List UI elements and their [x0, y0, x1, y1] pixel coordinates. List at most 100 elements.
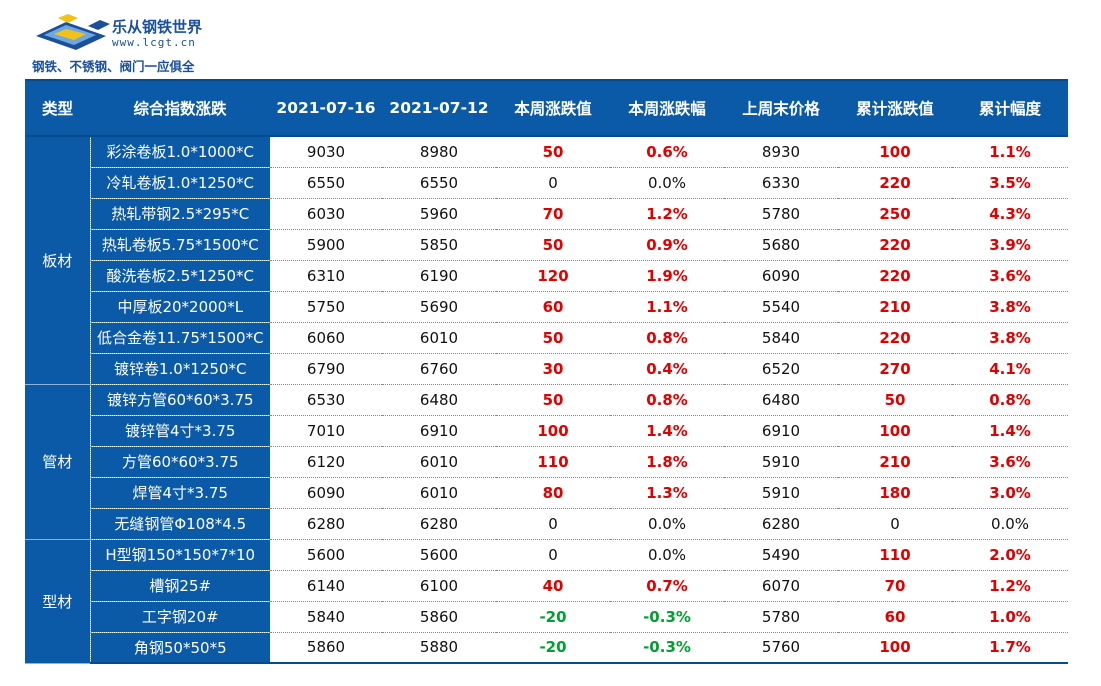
week-change-pct-cell: 1.3%	[610, 477, 724, 509]
cumulative-pct-cell: 3.6%	[952, 446, 1068, 478]
last-week-price-cell: 5760	[724, 632, 838, 664]
last-week-price-cell: 5490	[724, 539, 838, 571]
week-change-pct-cell: 0.6%	[610, 135, 724, 168]
product-name-cell: 镀锌方管60*60*3.75	[89, 384, 270, 416]
price-previous-cell: 5960	[382, 198, 496, 230]
cumulative-pct-cell: 3.5%	[952, 167, 1068, 199]
cumulative-change-cell: 210	[838, 446, 952, 478]
price-previous-cell: 6010	[382, 477, 496, 509]
last-week-price-cell: 5780	[724, 601, 838, 633]
table-row: 管材 镀锌方管60*60*3.75 6530 6480 50 0.8% 6480 50 0.8%	[25, 384, 1068, 540]
price-previous-cell: 5850	[382, 229, 496, 261]
price-current-cell: 7010	[270, 415, 382, 447]
cumulative-change-cell: 100	[838, 632, 952, 664]
last-week-price-cell: 8930	[724, 135, 838, 168]
table-row: 镀锌管4寸*3.75 7010 6910 100 1.4% 6910 100 1.4%	[25, 415, 1068, 447]
price-current-cell: 5900	[270, 229, 382, 261]
table-row: 热轧卷板5.75*1500*C 5900 5850 50 0.9% 5680 220 3.9%	[25, 229, 1068, 261]
last-week-price-cell: 5680	[724, 229, 838, 261]
logo-mark-icon	[36, 14, 110, 50]
cumulative-change-cell: 220	[838, 229, 952, 261]
column-header: 上周末价格	[724, 79, 838, 136]
price-previous-cell: 6010	[382, 322, 496, 354]
last-week-price-cell: 5780	[724, 198, 838, 230]
cumulative-pct-cell: 3.8%	[952, 322, 1068, 354]
column-header: 类型	[25, 79, 90, 136]
week-change-cell: 100	[496, 415, 610, 447]
column-header: 2021-07-12	[382, 79, 496, 136]
cumulative-change-cell: 0	[838, 508, 952, 540]
last-week-price-cell: 6070	[724, 570, 838, 602]
cumulative-change-cell: 50	[838, 384, 952, 416]
table-row: 型材 H型钢150*150*7*10 5600 5600 0 0.0% 5490 110 2.0…	[25, 539, 1068, 664]
cumulative-change-cell: 220	[838, 260, 952, 292]
price-previous-cell: 6910	[382, 415, 496, 447]
price-current-cell: 6060	[270, 322, 382, 354]
price-current-cell: 6120	[270, 446, 382, 478]
product-name-cell: 角钢50*50*5	[89, 632, 270, 664]
week-change-pct-cell: 1.2%	[610, 198, 724, 230]
price-table-container: 类型 综合指数涨跌 2021-07-16 2021-07-12 本周涨跌值 本周涨跌幅 上周…	[25, 79, 1068, 664]
product-name-cell: 方管60*60*3.75	[89, 446, 270, 478]
price-current-cell: 6090	[270, 477, 382, 509]
product-name-cell: 冷轧卷板1.0*1250*C	[89, 167, 270, 199]
table-row: 方管60*60*3.75 6120 6010 110 1.8% 5910 210 3.6%	[25, 446, 1068, 478]
week-change-pct-cell: 1.4%	[610, 415, 724, 447]
cumulative-pct-cell: 1.4%	[952, 415, 1068, 447]
column-header: 累计涨跌值	[838, 79, 952, 136]
last-week-price-cell: 6910	[724, 415, 838, 447]
week-change-cell: 0	[496, 167, 610, 199]
week-change-cell: 70	[496, 198, 610, 230]
price-current-cell: 6280	[270, 508, 382, 540]
cumulative-change-cell: 270	[838, 353, 952, 385]
product-name-cell: 镀锌管4寸*3.75	[89, 415, 270, 447]
price-current-cell: 5840	[270, 601, 382, 633]
product-name-cell: 中厚板20*2000*L	[89, 291, 270, 323]
price-current-cell: 5750	[270, 291, 382, 323]
last-week-price-cell: 5910	[724, 446, 838, 478]
cumulative-pct-cell: 3.0%	[952, 477, 1068, 509]
table-row: 无缝钢管Φ108*4.5 6280 6280 0 0.0% 6280 0 0.0%	[25, 508, 1068, 540]
week-change-cell: 0	[496, 508, 610, 540]
week-change-cell: 80	[496, 477, 610, 509]
cumulative-change-cell: 100	[838, 135, 952, 168]
cumulative-pct-cell: 0.8%	[952, 384, 1068, 416]
cumulative-pct-cell: 0.0%	[952, 508, 1068, 540]
table-row: 角钢50*50*5 5860 5880 -20 -0.3% 5760 100 1.7%	[25, 632, 1068, 664]
last-week-price-cell: 5910	[724, 477, 838, 509]
week-change-pct-cell: -0.3%	[610, 632, 724, 664]
column-header: 本周涨跌值	[496, 79, 610, 136]
column-header: 累计幅度	[952, 79, 1068, 136]
table-row: 热轧带钢2.5*295*C 6030 5960 70 1.2% 5780 250 4.3%	[25, 198, 1068, 230]
week-change-cell: 50	[496, 322, 610, 354]
column-header: 综合指数涨跌	[90, 79, 270, 136]
price-current-cell: 6550	[270, 167, 382, 199]
table-row: 槽钢25# 6140 6100 40 0.7% 6070 70 1.2%	[25, 570, 1068, 602]
logo-slogan: 钢铁、不锈钢、阀门一应俱全	[32, 59, 195, 74]
price-current-cell: 5860	[270, 632, 382, 664]
price-previous-cell: 5690	[382, 291, 496, 323]
week-change-pct-cell: -0.3%	[610, 601, 724, 633]
site-logo[interactable]: 乐从钢铁世界 www.lcgt.cn 钢铁、不锈钢、阀门一应俱全	[30, 14, 230, 74]
product-name-cell: 低合金卷11.75*1500*C	[89, 322, 270, 354]
last-week-price-cell: 5840	[724, 322, 838, 354]
table-row: 低合金卷11.75*1500*C 6060 6010 50 0.8% 5840 220 3.8…	[25, 322, 1068, 354]
price-current-cell: 6030	[270, 198, 382, 230]
category-cell: 板材	[25, 135, 90, 385]
category-cell: 管材	[25, 384, 90, 540]
price-previous-cell: 6550	[382, 167, 496, 199]
price-previous-cell: 6280	[382, 508, 496, 540]
week-change-cell: 30	[496, 353, 610, 385]
last-week-price-cell: 6090	[724, 260, 838, 292]
cumulative-change-cell: 210	[838, 291, 952, 323]
last-week-price-cell: 6480	[724, 384, 838, 416]
price-previous-cell: 6190	[382, 260, 496, 292]
week-change-cell: 110	[496, 446, 610, 478]
product-name-cell: 槽钢25#	[89, 570, 270, 602]
cumulative-change-cell: 180	[838, 477, 952, 509]
cumulative-pct-cell: 1.1%	[952, 135, 1068, 168]
column-header: 本周涨跌幅	[610, 79, 724, 136]
week-change-pct-cell: 0.0%	[610, 539, 724, 571]
week-change-pct-cell: 0.0%	[610, 508, 724, 540]
cumulative-pct-cell: 3.6%	[952, 260, 1068, 292]
